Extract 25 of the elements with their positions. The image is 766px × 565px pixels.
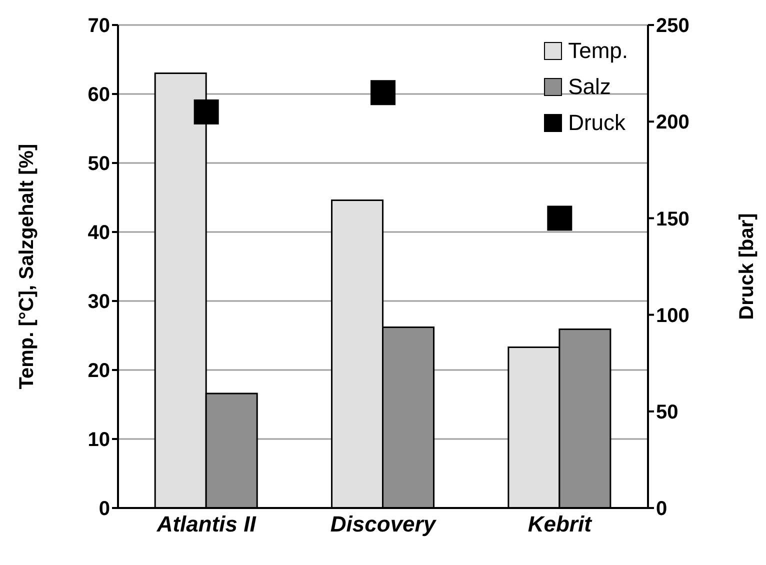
x-tick-label: Discovery (330, 512, 438, 537)
y-tick-label: 40 (88, 222, 110, 244)
x-tick-label: Kebrit (528, 512, 594, 537)
point (547, 206, 572, 231)
legend-label: Druck (568, 110, 626, 136)
y-tick-label: 50 (88, 153, 110, 176)
y-axis-title: Temp. [°C], Salzgehalt [%] (16, 144, 38, 390)
y2-axis-title: Druck [bar] (736, 213, 758, 320)
y2-tick-label: 150 (656, 208, 690, 230)
y2-tick-label: 50 (656, 402, 678, 424)
y2-tick-label: 200 (656, 112, 690, 134)
y-tick-label: 10 (88, 429, 110, 452)
y-tick-label: 60 (88, 84, 110, 106)
y-tick-label: 0 (98, 498, 110, 520)
legend-label: Temp. (568, 38, 628, 64)
y-tick-label: 30 (88, 291, 110, 314)
y-tick-label: 20 (88, 360, 110, 382)
y2-tick-label: 250 (656, 15, 690, 38)
x-tick-label: Atlantis II (156, 512, 257, 537)
point (194, 99, 219, 124)
y2-tick-label: 100 (656, 304, 690, 327)
legend-label: Salz (568, 74, 611, 100)
y2-tick-label: 0 (656, 498, 668, 520)
point (370, 80, 396, 106)
y-tick-label: 70 (88, 15, 110, 38)
